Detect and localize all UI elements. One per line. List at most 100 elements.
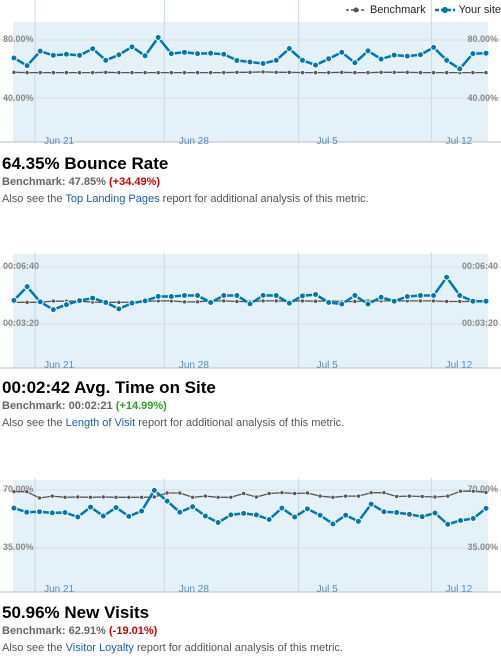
your-site-point <box>125 512 133 520</box>
note-post: report for additional analysis of this m… <box>138 417 345 429</box>
chart-legend: Benchmark Your site <box>337 2 501 18</box>
your-site-point <box>325 298 333 306</box>
your-site-point <box>246 58 254 66</box>
your-site-point <box>354 517 362 525</box>
benchmark-point <box>142 70 148 75</box>
your-site-point <box>115 51 123 59</box>
time-on-site-panel: 00:06:40 00:06:40 00:03:20 00:03:20 Jun 21 Ju… <box>0 252 501 442</box>
x-tick-label: Jun 28 <box>179 360 209 371</box>
your-site-point <box>380 508 388 516</box>
benchmark-point <box>391 70 397 75</box>
your-site-point <box>390 297 398 305</box>
benchmark-point <box>470 488 476 494</box>
your-site-point <box>298 292 306 300</box>
your-site-point <box>240 509 248 517</box>
your-site-point <box>303 505 311 513</box>
benchmark-point <box>352 70 358 75</box>
y-tick-label-right: 40.00% <box>467 93 498 103</box>
benchmark-point <box>62 494 68 500</box>
benchmark-point <box>126 494 132 500</box>
benchmark-point <box>445 493 451 499</box>
your-site-point <box>76 297 84 305</box>
length-of-visit-link[interactable]: Length of Visit <box>65 417 136 429</box>
x-tick-label: Jul 5 <box>317 360 339 371</box>
visitor-loyalty-link[interactable]: Visitor Loyalty <box>65 642 134 654</box>
your-site-point <box>49 51 57 59</box>
y-tick-label-left: 80.00% <box>3 34 34 44</box>
your-site-point <box>342 511 350 519</box>
x-tick-label: Jun 28 <box>179 584 209 595</box>
your-site-point <box>364 47 372 55</box>
y-tick-label-right: 00:06:40 <box>462 261 498 271</box>
x-tick-label: Jul 5 <box>317 136 339 147</box>
your-site-point <box>154 292 162 300</box>
your-site-point <box>377 55 385 63</box>
benchmark-point <box>378 70 384 75</box>
metric-note: Also see the Length of Visit report for … <box>2 415 344 431</box>
your-site-point <box>298 56 306 64</box>
your-site-point <box>87 503 95 511</box>
your-site-point <box>76 51 84 59</box>
benchmark-point <box>483 70 489 75</box>
benchmark-point <box>330 494 336 500</box>
your-site-point <box>443 56 451 64</box>
y-tick-label-right: 35.00% <box>467 542 498 552</box>
y-tick-label-right: 70.00% <box>467 484 498 494</box>
benchmark-point <box>457 299 463 304</box>
your-site-point <box>469 515 477 523</box>
your-site-point <box>469 297 477 305</box>
your-site-point <box>403 292 411 300</box>
benchmark-point <box>368 490 374 495</box>
benchmark-point <box>292 491 297 496</box>
benchmark-point <box>182 70 187 75</box>
metric-note: Also see the Top Landing Pages report fo… <box>2 191 369 207</box>
your-site-point <box>99 512 107 520</box>
your-site-point <box>316 511 324 519</box>
benchmark-point <box>103 70 109 75</box>
benchmark-point <box>305 490 310 496</box>
metric-title: 00:02:42 Avg. Time on Site <box>2 378 344 398</box>
your-site-point <box>285 299 293 307</box>
benchmark-point <box>273 70 279 75</box>
benchmark-point <box>356 493 361 499</box>
your-site-point <box>62 301 70 309</box>
metric-note: Also see the Visitor Loyalty report for … <box>2 640 343 656</box>
benchmark-point <box>221 70 227 75</box>
legend-benchmark[interactable]: Benchmark <box>345 4 426 16</box>
your-site-point <box>62 50 70 58</box>
metric-value: 00:02:42 <box>2 378 71 397</box>
your-site-point <box>10 54 18 62</box>
x-tick-label: Jun 28 <box>179 136 209 147</box>
your-site-point <box>278 504 286 512</box>
new-visits-chart: 70.00% 70.00% 35.00% 35.00% Jun 21 Jun 28 Jul … <box>0 478 501 595</box>
benchmark-point <box>24 70 30 75</box>
your-site-point <box>89 45 97 53</box>
your-site-point <box>416 292 424 299</box>
legend-your-site[interactable]: Your site <box>434 4 501 16</box>
benchmark-point <box>177 490 183 496</box>
benchmark-point <box>444 70 449 75</box>
x-tick-label: Jul 12 <box>446 360 473 371</box>
your-site-point <box>351 292 359 299</box>
benchmark-line: Benchmark: 47.85% (+34.49%) <box>2 175 369 189</box>
bounce-rate-panel: 80.00% 80.00% 40.00% 40.00% Jun 21 Jun 28 Jul … <box>0 0 501 210</box>
note-pre: Also see the <box>2 417 63 429</box>
your-site-point <box>141 52 149 60</box>
benchmark-point <box>129 70 135 75</box>
benchmark-point <box>11 70 17 75</box>
benchmark-point <box>432 494 438 500</box>
your-site-point <box>61 509 69 517</box>
top-landing-pages-link[interactable]: Top Landing Pages <box>65 193 160 205</box>
your-site-point <box>272 56 280 64</box>
benchmark-point <box>300 298 305 304</box>
your-site-point <box>329 520 337 528</box>
y-tick-label-left: 00:03:20 <box>3 318 39 328</box>
your-site-point <box>393 509 401 517</box>
your-site-point <box>23 508 31 516</box>
benchmark-point <box>155 70 161 75</box>
benchmark-point <box>343 493 348 499</box>
benchmark-delta: (-19.01%) <box>109 625 158 637</box>
your-site-point <box>23 283 31 291</box>
benchmark-point <box>444 299 449 304</box>
your-site-point <box>36 508 44 516</box>
